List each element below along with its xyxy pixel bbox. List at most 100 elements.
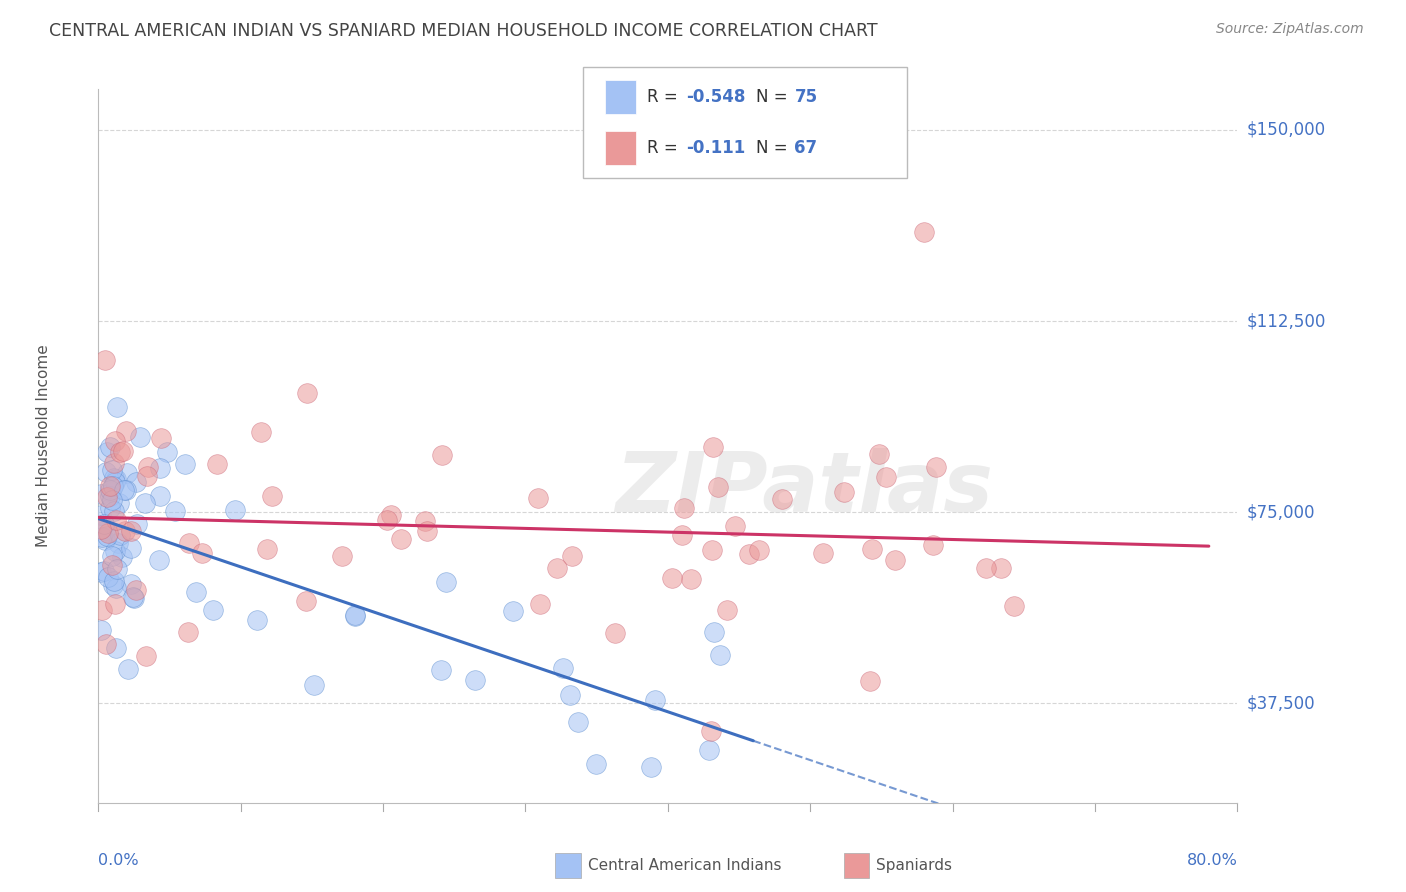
- Point: [104, 513, 127, 527]
- Point: [94, 637, 117, 651]
- Point: [120, 541, 142, 556]
- Point: [179, 536, 201, 550]
- Point: [699, 724, 721, 739]
- Point: [432, 448, 454, 462]
- Text: Spaniards: Spaniards: [876, 858, 952, 872]
- Point: [108, 528, 131, 542]
- Point: [107, 496, 129, 510]
- Point: [974, 561, 997, 575]
- Point: [101, 463, 124, 477]
- Point: [112, 443, 135, 458]
- Point: [859, 674, 882, 689]
- Point: [256, 542, 278, 557]
- Point: [875, 470, 897, 484]
- Point: [103, 475, 125, 489]
- Point: [344, 608, 367, 623]
- Point: [129, 430, 152, 444]
- Text: N =: N =: [756, 139, 793, 157]
- Point: [502, 604, 524, 618]
- Point: [98, 483, 121, 498]
- Point: [101, 493, 124, 508]
- Point: [673, 501, 696, 516]
- Point: [330, 549, 353, 564]
- Point: [101, 478, 124, 492]
- Point: [716, 603, 738, 617]
- Point: [96, 445, 118, 459]
- Point: [135, 648, 157, 663]
- Point: [97, 570, 120, 584]
- Point: [748, 542, 770, 557]
- Text: R =: R =: [647, 139, 683, 157]
- Point: [108, 445, 131, 459]
- Point: [112, 483, 135, 497]
- Point: [111, 550, 134, 565]
- Point: [912, 225, 935, 239]
- Point: [125, 583, 148, 598]
- Point: [724, 519, 747, 533]
- Point: [860, 542, 883, 557]
- Point: [561, 549, 583, 563]
- Point: [122, 590, 145, 604]
- Point: [120, 577, 142, 591]
- Point: [304, 678, 326, 692]
- Point: [93, 516, 115, 531]
- Point: [165, 503, 187, 517]
- Point: [709, 648, 731, 662]
- Point: [585, 757, 607, 772]
- Point: [700, 542, 723, 557]
- Text: 75: 75: [794, 88, 817, 106]
- Point: [546, 560, 568, 574]
- Point: [104, 544, 127, 558]
- Text: R =: R =: [647, 88, 683, 106]
- Point: [94, 533, 117, 548]
- Point: [127, 517, 149, 532]
- Point: [707, 480, 730, 494]
- Point: [125, 475, 148, 490]
- Text: $112,500: $112,500: [1246, 312, 1326, 330]
- Point: [415, 514, 437, 528]
- Text: Central American Indians: Central American Indians: [588, 858, 782, 872]
- Point: [925, 460, 948, 475]
- Text: N =: N =: [756, 88, 793, 106]
- Point: [1002, 599, 1025, 613]
- Point: [136, 460, 159, 475]
- Point: [434, 575, 457, 590]
- Point: [115, 466, 138, 480]
- Point: [93, 565, 115, 579]
- Point: [149, 461, 172, 475]
- Point: [98, 479, 121, 493]
- Point: [560, 688, 582, 702]
- Point: [98, 440, 121, 454]
- Point: [250, 425, 273, 439]
- Point: [90, 565, 112, 579]
- Point: [90, 623, 112, 637]
- Text: -0.111: -0.111: [686, 139, 745, 157]
- Point: [115, 483, 138, 498]
- Point: [567, 714, 589, 729]
- Point: [104, 597, 127, 611]
- Point: [101, 549, 124, 563]
- Point: [103, 504, 125, 518]
- Point: [375, 513, 398, 527]
- Point: [260, 489, 283, 503]
- Point: [770, 492, 793, 507]
- Point: [101, 558, 124, 573]
- Point: [107, 536, 129, 550]
- Point: [134, 496, 156, 510]
- Point: [344, 607, 367, 622]
- Point: [868, 447, 890, 461]
- Point: [148, 553, 170, 567]
- Point: [90, 522, 112, 536]
- Point: [103, 574, 125, 589]
- Point: [526, 491, 548, 505]
- Point: [120, 524, 142, 539]
- Point: [661, 571, 683, 585]
- Text: 67: 67: [794, 139, 817, 157]
- Point: [551, 661, 574, 675]
- Point: [297, 386, 319, 401]
- Point: [430, 663, 453, 677]
- Point: [173, 457, 195, 471]
- Text: 0.0%: 0.0%: [98, 853, 139, 868]
- Point: [98, 489, 121, 503]
- Point: [90, 487, 112, 501]
